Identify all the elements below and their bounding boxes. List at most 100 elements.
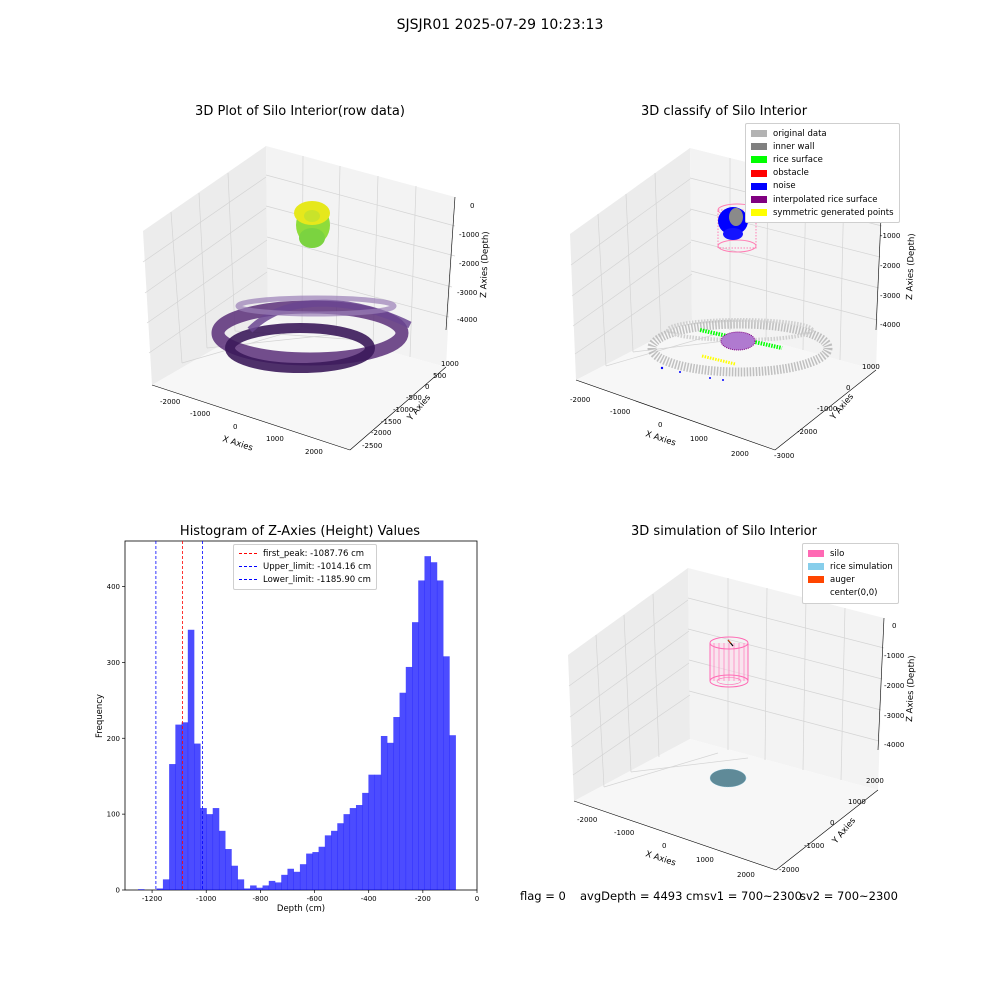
classify-z-label: Z Axies (Depth) [905,233,917,300]
classify-x-tick: 0 [658,421,662,429]
raw-y-tick: -1000 [393,406,413,414]
histogram-bar [443,656,450,890]
classify-y-tick: 0 [846,384,850,392]
histogram-x-ticks: -1200 -1000 -800 -600 -400 -200 0 [142,890,479,903]
legend-swatch [239,566,257,568]
legend-swatch [808,576,824,584]
histogram-bar [262,885,270,890]
histogram-bar [231,865,238,890]
legend-swatch [751,196,767,204]
classify-x-tick: 1000 [690,435,708,443]
classify-z-tick: -2000 [880,262,900,270]
histogram-bar [256,887,263,890]
figure-suptitle: SJSJR01 2025-07-29 10:23:13 [396,17,604,33]
histogram-x-tick-label: -400 [361,895,377,903]
histogram-x-tick-label: -600 [307,895,323,903]
histogram-bar [306,853,313,890]
histogram-bar [181,722,189,890]
simulation-z-tick: -2000 [884,682,904,690]
raw-y-tick: 0 [425,383,429,391]
simulation-z-tick: -3000 [884,712,904,720]
classify-y-tick: 1000 [862,363,880,371]
classify-x-tick: 2000 [731,450,749,458]
histogram-bar [318,846,326,890]
raw-x-tick: 2000 [305,448,323,456]
histogram-bar [187,629,195,890]
legend-entry: silo [808,547,893,560]
histogram-bars [137,556,456,890]
histogram-bar [337,823,344,890]
classify-point-cloud-top [717,203,757,253]
raw-point-cloud-top [294,201,330,248]
raw-x-tick: 1000 [266,435,284,443]
status-avg-depth: avgDepth = 4493 cm [580,889,704,903]
histogram-bar [393,717,400,890]
histogram-x-tick-label: -200 [415,895,431,903]
histogram-bar [355,805,363,890]
raw-z-tick: -4000 [457,316,477,324]
classify-z-tick: -4000 [880,321,900,329]
histogram-bar [275,882,282,890]
histogram-x-tick-label: -1200 [142,895,162,903]
raw-plot-title: 3D Plot of Silo Interior(row data) [195,104,405,119]
classify-y-tick: -1000 [817,405,837,413]
legend-entry: interpolated rice surface [751,193,894,206]
histogram-bar [430,562,438,890]
raw-z-tick: -1000 [459,231,479,239]
histogram-bar [212,808,220,890]
histogram-bar [324,835,332,890]
classify-y-tick: -2000 [797,428,817,436]
legend-entry: rice simulation [808,560,893,573]
simulation-x-tick: 2000 [737,871,755,879]
histogram-bar [169,764,176,890]
raw-z-axis: 0 -1000 -2000 -3000 -4000 Z Axies (Depth… [445,196,491,331]
histogram-x-tick-label: -1000 [196,895,216,903]
histogram-bar [293,871,301,890]
histogram-bar [362,792,369,890]
classify-legend: original data inner wall rice surface ob… [745,123,900,224]
histogram-bar [200,808,207,890]
histogram-bar [436,580,444,890]
histogram-bar [343,814,351,890]
histogram-y-tick-label: 400 [107,583,120,591]
histogram-y-tick-label: 300 [107,659,120,667]
histogram-x-label: Depth (cm) [277,904,325,914]
raw-z-tick: -3000 [457,289,477,297]
legend-entry: noise [751,180,894,193]
raw-y-tick: -2000 [371,429,391,437]
legend-swatch [751,130,767,138]
legend-swatch [751,156,767,164]
legend-entry: center(0,0) [808,587,893,600]
histogram-bar [405,666,413,890]
classify-point-cloud-bottom [647,318,833,381]
legend-swatch [751,169,767,177]
legend-swatch [751,182,767,190]
histogram-title: Histogram of Z-Axies (Height) Values [179,524,421,539]
simulation-x-tick: 0 [662,842,666,850]
histogram-legend: first_peak: -1087.76 cm Upper_limit: -10… [233,544,378,590]
raw-y-tick: -2500 [362,442,382,450]
simulation-z-axis: 0 -1000 -2000 -3000 -4000 Z Axies (Depth… [877,617,917,751]
legend-entry: obstacle [751,167,894,180]
legend-entry: original data [751,127,894,140]
classify-x-tick: -1000 [610,408,630,416]
rice-simulation-disk [709,768,747,788]
histogram-y-tick-label: 200 [107,735,120,743]
histogram-bar [387,742,394,890]
status-sv1: sv1 = 700~2300 [704,889,802,903]
simulation-y-tick: 0 [830,819,834,827]
legend-swatch [751,143,767,151]
histogram-bar [206,814,214,890]
silo-cylinder [709,636,749,688]
histogram-bar [449,735,456,890]
histogram-bar [412,622,419,890]
classify-z-axis: -1000 -2000 -3000 -4000 Z Axies (Depth) [875,195,917,331]
classify-plot-title: 3D classify of Silo Interior [640,104,808,119]
simulation-y-tick: 1000 [848,798,866,806]
histogram-bar [312,852,319,890]
simulation-plot-title: 3D simulation of Silo Interior [631,524,817,539]
raw-x-tick: 0 [233,423,237,431]
status-sv2: sv2 = 700~2300 [800,889,898,903]
simulation-y-tick: -2000 [779,866,799,874]
